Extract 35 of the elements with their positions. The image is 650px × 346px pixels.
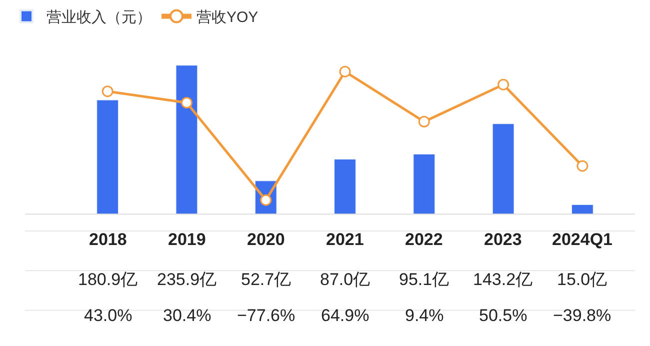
bar (334, 159, 356, 214)
x-tick-label: 2021 (326, 230, 364, 249)
point (418, 116, 430, 128)
bar (571, 204, 594, 214)
x-tick-label: 2023 (484, 230, 522, 249)
data-label: 143.2亿 (473, 270, 533, 289)
data-label: 180.9亿 (78, 270, 138, 289)
point (576, 160, 588, 172)
data-label: 43.0% (84, 306, 132, 325)
data-label: 235.9亿 (157, 270, 217, 289)
data-label: 64.9% (321, 306, 370, 325)
point (180, 96, 192, 108)
point (498, 78, 510, 90)
x-tick-label: 2020 (247, 230, 285, 249)
bar (492, 124, 514, 214)
data-label: 87.0亿 (320, 270, 370, 289)
x-tick-label: 2024Q1 (552, 230, 612, 249)
data-label: 52.7亿 (241, 270, 292, 289)
legend-label: 营收YOY (196, 9, 258, 26)
data-label: 50.5% (479, 306, 528, 325)
legend-label: 营业收入（元） (46, 9, 152, 26)
data-label: 95.1亿 (399, 270, 450, 289)
data-label: −39.8% (553, 306, 612, 325)
bar (96, 100, 119, 214)
x-tick-label: 2019 (168, 230, 206, 249)
data-label: −77.6% (237, 306, 296, 325)
data-label: 15.0亿 (557, 270, 608, 289)
bar (413, 154, 436, 214)
data-label: 9.4% (405, 306, 444, 325)
point (339, 66, 351, 78)
bar (176, 65, 198, 214)
x-tick-label: 2018 (89, 230, 127, 249)
point (102, 86, 114, 98)
data-label: 30.4% (163, 306, 212, 325)
x-tick-label: 2022 (405, 230, 443, 249)
